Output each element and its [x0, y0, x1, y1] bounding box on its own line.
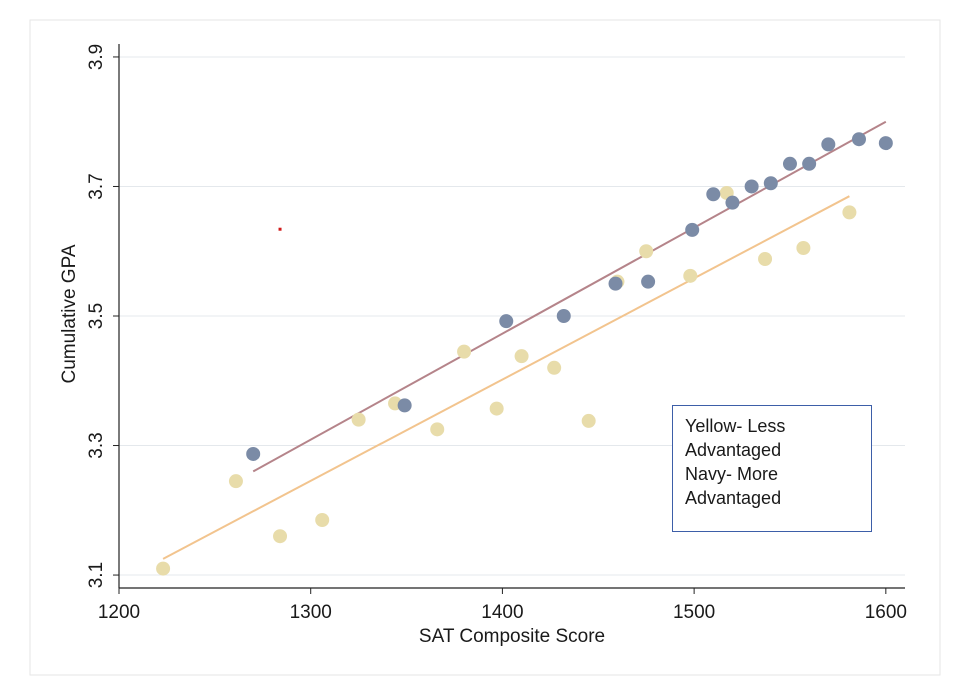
- data-point-series-0-1: [228, 474, 243, 489]
- axes: [113, 44, 905, 594]
- data-point-series-0-0: [156, 561, 171, 576]
- data-point-series-0-16: [758, 252, 773, 267]
- data-point-series-1-3: [556, 309, 571, 323]
- legend: Yellow- Less Advantaged Navy- More Advan…: [672, 405, 872, 532]
- data-point-series-1-14: [851, 132, 866, 147]
- data-point-series-0-3: [315, 513, 330, 527]
- data-point-series-0-10: [547, 360, 562, 375]
- data-point-series-0-4: [351, 412, 366, 427]
- x-tick-label-3: 1500: [673, 602, 715, 623]
- data-point-series-0-17: [796, 241, 811, 255]
- x-tick-label-4: 1600: [865, 602, 907, 623]
- y-axis-title: Cumulative GPA: [59, 244, 80, 383]
- data-point-series-0-18: [842, 205, 857, 220]
- data-point-series-0-8: [489, 401, 504, 416]
- data-point-series-1-10: [763, 176, 778, 191]
- data-point-series-1-9: [744, 179, 759, 194]
- y-tick-label-4: 3.9: [86, 44, 107, 70]
- data-point-series-1-1: [397, 398, 412, 413]
- data-points: [156, 132, 893, 576]
- plot-frame: [29, 19, 941, 676]
- legend-line-3: Navy- More: [685, 464, 779, 484]
- y-tick-label-3: 3.7: [86, 173, 107, 199]
- x-tick-label-2: 1400: [481, 602, 523, 623]
- data-point-series-1-7: [706, 187, 721, 202]
- legend-line-2: Advantaged: [685, 440, 782, 460]
- data-point-series-1-13: [821, 137, 836, 152]
- data-point-series-1-12: [802, 156, 817, 171]
- tick-labels: 3.1 3.3 3.5 3.7 3.9 1200 1300 1400 1500 1600: [86, 44, 907, 623]
- x-tick-label-0: 1200: [98, 602, 140, 623]
- data-point-series-1-2: [499, 314, 514, 329]
- data-point-series-0-13: [639, 244, 654, 259]
- data-point-series-1-8: [725, 195, 740, 210]
- data-point-series-0-11: [581, 413, 596, 428]
- data-point-series-1-0: [246, 446, 261, 461]
- data-point-series-1-6: [685, 222, 700, 237]
- data-point-series-0-7: [457, 344, 472, 359]
- data-point-series-0-14: [683, 268, 698, 283]
- y-tick-label-1: 3.3: [86, 432, 107, 458]
- data-point-series-0-6: [430, 422, 445, 437]
- x-tick-label-1: 1300: [290, 602, 332, 623]
- legend-line-4: Advantaged: [685, 488, 782, 508]
- y-tick-label-2: 3.5: [86, 303, 107, 329]
- data-point-series-1-11: [782, 156, 797, 171]
- y-tick-label-0: 3.1: [86, 562, 107, 588]
- red-marker: [278, 227, 282, 231]
- fit-line-series-0: [162, 195, 850, 560]
- legend-line-1: Yellow- Less: [685, 416, 786, 436]
- data-point-series-1-4: [608, 276, 623, 291]
- data-point-series-0-2: [273, 529, 288, 544]
- data-point-series-1-5: [641, 274, 656, 289]
- data-point-series-1-15: [878, 136, 893, 151]
- x-axis-title: SAT Composite Score: [419, 626, 605, 647]
- data-point-series-0-9: [514, 349, 529, 364]
